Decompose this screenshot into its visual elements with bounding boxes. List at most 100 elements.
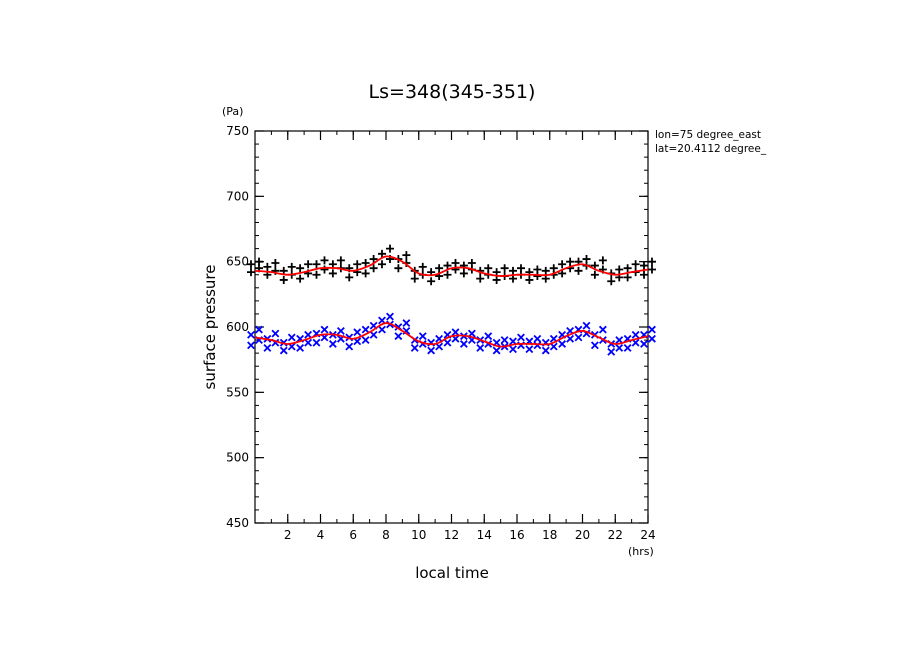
x-tick-label: 10	[411, 528, 426, 542]
plus-marker	[607, 277, 616, 286]
plus-marker	[263, 262, 272, 271]
series-1-markers	[247, 312, 656, 356]
plus-marker	[623, 273, 632, 282]
cross-marker	[247, 330, 255, 339]
cross-marker	[549, 342, 558, 351]
plus-marker	[410, 274, 419, 283]
cross-marker	[558, 340, 567, 348]
x-tick-label: 4	[317, 528, 325, 542]
plus-marker	[296, 274, 305, 283]
cross-marker	[648, 325, 656, 334]
y-tick-label: 750	[226, 124, 249, 138]
plus-marker	[566, 257, 575, 266]
plus-marker	[247, 260, 255, 269]
fit-line-series-0	[254, 255, 649, 277]
plus-marker	[394, 264, 403, 273]
x-tick-label: 2	[284, 528, 292, 542]
cross-marker	[598, 325, 607, 334]
plus-marker	[378, 249, 386, 258]
plus-marker	[615, 265, 624, 274]
x-unit-label: (hrs)	[628, 545, 654, 558]
y-axis-label: surface pressure	[201, 265, 219, 390]
y-tick-label: 500	[226, 451, 249, 465]
cross-marker	[361, 325, 370, 334]
plus-marker	[517, 264, 525, 273]
cross-marker	[296, 343, 305, 352]
cross-marker	[509, 345, 517, 354]
cross-marker	[615, 336, 624, 345]
cross-marker	[607, 347, 616, 356]
cross-marker	[247, 341, 255, 350]
plus-marker	[369, 255, 378, 264]
cross-marker	[279, 346, 288, 355]
x-tick-label: 12	[444, 528, 459, 542]
cross-marker	[271, 329, 280, 338]
plus-marker	[386, 244, 394, 253]
plus-marker	[525, 275, 534, 284]
cross-marker	[582, 321, 591, 330]
cross-marker	[263, 343, 272, 352]
annotation-lon: lon=75 degree_east	[655, 129, 761, 141]
fit-line-series-1	[254, 322, 649, 348]
plus-marker	[640, 270, 648, 279]
plus-marker	[287, 262, 296, 271]
cross-marker	[533, 341, 542, 350]
cross-marker	[459, 340, 468, 348]
cross-marker	[648, 334, 656, 343]
plus-marker	[435, 264, 444, 273]
cross-marker	[345, 333, 354, 342]
cross-marker	[378, 325, 386, 334]
plus-marker	[459, 269, 468, 278]
cross-marker	[533, 334, 542, 343]
plus-marker	[427, 277, 436, 286]
cross-marker	[476, 343, 485, 352]
x-tick-label: 20	[575, 528, 590, 542]
plus-marker	[361, 269, 370, 278]
plus-marker	[345, 273, 354, 282]
y-tick-label: 450	[226, 516, 249, 530]
x-tick-label: 22	[608, 528, 623, 542]
x-axis-label: local time	[415, 564, 489, 582]
x-tick-label: 24	[640, 528, 655, 542]
cross-marker	[386, 312, 394, 321]
plus-marker	[418, 262, 427, 271]
cross-marker	[574, 333, 583, 342]
x-tick-label: 8	[382, 528, 390, 542]
plus-marker	[492, 275, 501, 284]
plus-marker	[648, 265, 656, 274]
cross-marker	[615, 343, 624, 352]
plus-marker	[279, 275, 288, 284]
plus-marker	[549, 264, 558, 273]
plus-marker	[279, 266, 288, 275]
y-tick-label: 650	[226, 255, 249, 269]
plus-marker	[451, 258, 460, 267]
plus-marker	[558, 260, 567, 269]
cross-marker	[336, 326, 345, 335]
plus-marker	[443, 261, 452, 270]
cross-marker	[525, 345, 534, 354]
plus-marker	[467, 258, 476, 267]
plus-marker	[509, 274, 517, 283]
plus-marker	[378, 260, 386, 269]
cross-marker	[492, 346, 501, 355]
y-unit-label: (Pa)	[222, 105, 243, 118]
plus-marker	[271, 258, 280, 267]
x-tick-label: 6	[349, 528, 357, 542]
plus-marker	[312, 270, 321, 279]
plus-marker	[369, 264, 378, 273]
plus-marker	[320, 256, 329, 265]
plus-marker	[476, 274, 485, 283]
plus-marker	[623, 264, 632, 273]
plus-marker	[574, 266, 583, 275]
series-0-markers	[247, 244, 656, 286]
plus-marker	[648, 257, 656, 266]
cross-marker	[451, 328, 460, 337]
plus-marker	[328, 269, 337, 278]
x-tick-label: 16	[509, 528, 524, 542]
plus-marker	[582, 255, 591, 264]
chart-title: Ls=348(345-351)	[369, 81, 536, 103]
cross-marker	[427, 346, 436, 355]
cross-marker	[394, 332, 403, 341]
y-tick-label: 550	[226, 385, 249, 399]
